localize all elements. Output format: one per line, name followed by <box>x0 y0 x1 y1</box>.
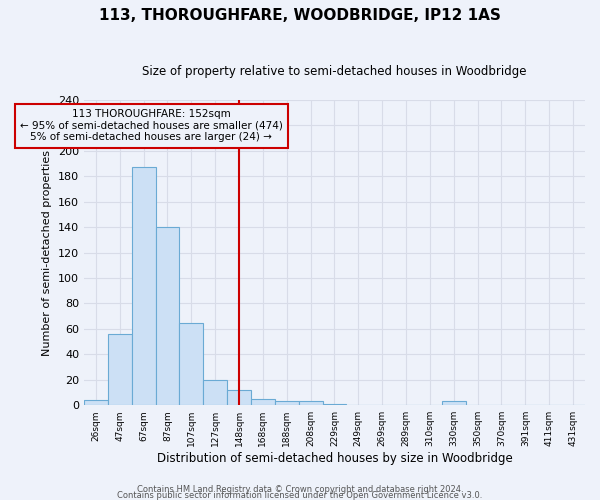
X-axis label: Distribution of semi-detached houses by size in Woodbridge: Distribution of semi-detached houses by … <box>157 452 512 465</box>
Bar <box>108 334 131 405</box>
Bar <box>442 402 466 405</box>
Text: Contains HM Land Registry data © Crown copyright and database right 2024.: Contains HM Land Registry data © Crown c… <box>137 485 463 494</box>
Bar <box>155 227 179 405</box>
Text: 113, THOROUGHFARE, WOODBRIDGE, IP12 1AS: 113, THOROUGHFARE, WOODBRIDGE, IP12 1AS <box>99 8 501 22</box>
Bar <box>227 390 251 405</box>
Bar <box>84 400 108 405</box>
Text: Contains public sector information licensed under the Open Government Licence v3: Contains public sector information licen… <box>118 490 482 500</box>
Bar <box>203 380 227 405</box>
Y-axis label: Number of semi-detached properties: Number of semi-detached properties <box>42 150 52 356</box>
Bar <box>275 402 299 405</box>
Bar <box>323 404 346 405</box>
Bar <box>251 399 275 405</box>
Bar <box>299 402 323 405</box>
Bar <box>131 168 155 405</box>
Title: Size of property relative to semi-detached houses in Woodbridge: Size of property relative to semi-detach… <box>142 65 527 78</box>
Text: 113 THOROUGHFARE: 152sqm
← 95% of semi-detached houses are smaller (474)
5% of s: 113 THOROUGHFARE: 152sqm ← 95% of semi-d… <box>20 109 283 142</box>
Bar <box>179 322 203 405</box>
